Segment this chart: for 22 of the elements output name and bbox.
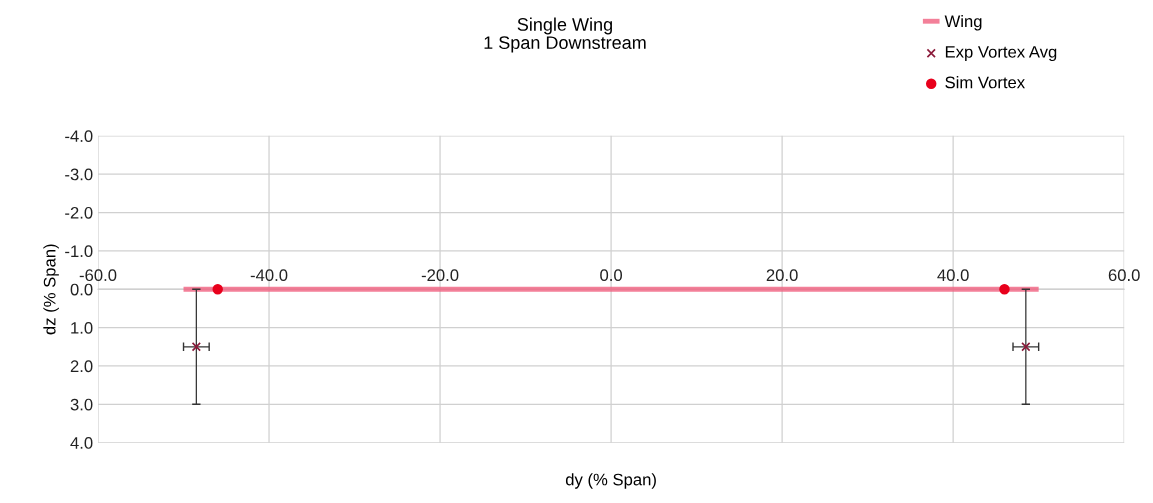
- x-tick-label: 40.0: [937, 269, 969, 282]
- x-axis-title: dy (% Span): [565, 473, 656, 489]
- y-tick-label: -2.0: [65, 206, 93, 219]
- y-tick-label: 0.0: [70, 283, 93, 296]
- x-tick-label: -40.0: [250, 269, 288, 282]
- legend-label: Wing: [944, 15, 982, 31]
- y-tick-label: 2.0: [70, 360, 93, 373]
- y-axis-title: dz (% Span): [43, 244, 59, 335]
- legend-label: Exp Vortex Avg: [945, 46, 1057, 62]
- y-tick-label: -4.0: [65, 130, 93, 143]
- legend-label: Sim Vortex: [945, 76, 1025, 89]
- x-tick-label: 60.0: [1108, 269, 1140, 282]
- y-tick-label: -3.0: [65, 168, 93, 181]
- y-tick-label: 4.0: [70, 437, 93, 449]
- x-tick-label: -20.0: [421, 269, 459, 282]
- x-tick-label: 20.0: [766, 269, 798, 282]
- x-tick-label: -60.0: [79, 269, 117, 282]
- y-tick-label: 3.0: [70, 398, 93, 411]
- chart-title: Single Wing 1 Span Downstream: [484, 17, 646, 53]
- y-tick-label: 1.0: [71, 321, 93, 334]
- y-tick-label: -1.0: [65, 245, 93, 258]
- x-tick-label: 0.0: [600, 269, 623, 282]
